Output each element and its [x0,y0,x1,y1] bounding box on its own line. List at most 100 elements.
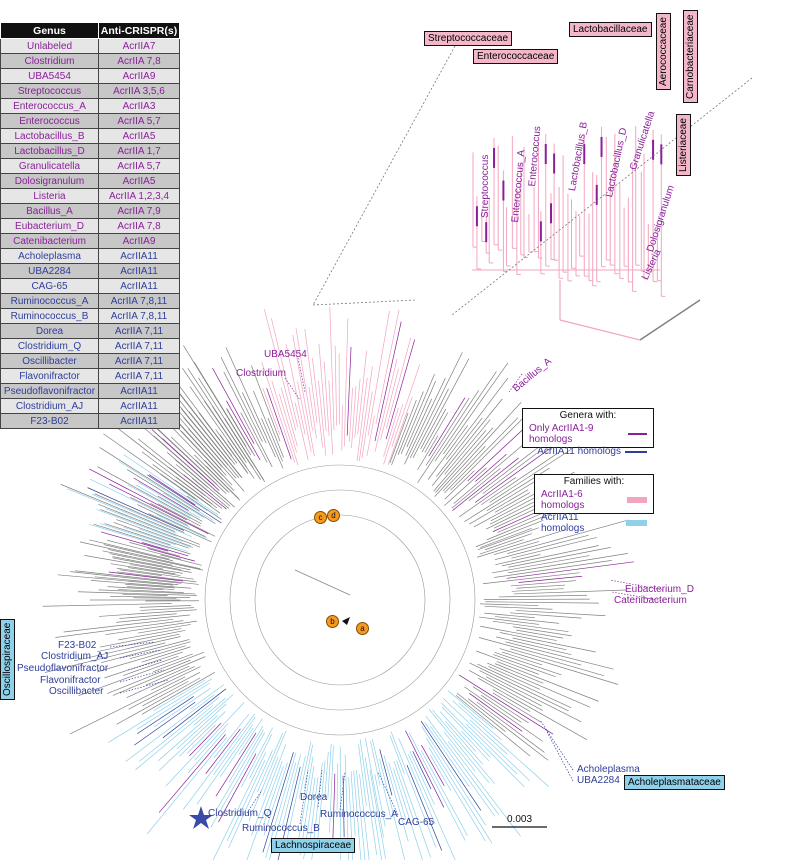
table-row: F23-B02 AcrIIA11 [0,413,180,429]
anti-crispr-cell: AcrIIA5 [98,173,180,189]
table-row: Ruminococcus_A AcrIIA 7,8,11 [0,293,180,309]
table-row: Oscillibacter AcrIIA 7,11 [0,353,180,369]
anti-crispr-header: Anti-CRISPR(s) [98,22,180,39]
genus-cell: Dorea [0,323,99,339]
anti-crispr-cell: AcrIIA11 [98,413,180,429]
anti-crispr-cell: AcrIIA9 [98,68,180,84]
label-clostridium-q: Clostridium_Q [208,808,272,819]
anti-crispr-cell: AcrIIA 7,8 [98,218,180,234]
legend-families-title: Families with: [563,476,625,487]
anti-crispr-cell: AcrIIA 5,7 [98,158,180,174]
anti-crispr-cell: AcrIIA11 [98,398,180,414]
genus-cell: CAG-65 [0,278,99,294]
table-row: Eubacterium_D AcrIIA 7,8 [0,218,180,234]
genus-cell: Pseudoflavonifractor [0,383,99,399]
anti-crispr-cell: AcrIIA 1,7 [98,143,180,159]
table-row: Listeria AcrIIA 1,2,3,4 [0,188,180,204]
genus-table: Genus Anti-CRISPR(s) Unlabeled AcrIIA7 Clo… [0,22,180,429]
table-row: Dolosigranulum AcrIIA5 [0,173,180,189]
legend-families-lightblue-label: AcrIIA11 homologs [541,512,585,534]
inset-label-streptococcus: Streptococcus [480,154,491,218]
genus-cell: Bacillus_A [0,203,99,219]
anti-crispr-cell: AcrIIA 7,11 [98,338,180,354]
label-ruminococcus-a: Ruminococcus_A [320,809,398,820]
label-clostridium: Clostridium [236,368,287,379]
table-row: Clostridium_Q AcrIIA 7,11 [0,338,180,354]
anti-crispr-cell: AcrIIA 3,5,6 [98,83,180,99]
genus-table-body: Unlabeled AcrIIA7 Clostridium AcrIIA 7,8 UBA… [0,38,180,429]
star-icon [189,806,213,829]
genus-cell: Flavonifractor [0,368,99,384]
table-row: Flavonifractor AcrIIA 7,11 [0,368,180,384]
family-streptococcaceae: Streptococcaceae [424,31,513,46]
anti-crispr-cell: AcrIIA 5,7 [98,113,180,129]
genus-cell: Granulicatella [0,158,99,174]
family-lachnospiraceae: Lachnospiraceae [271,838,356,853]
legend-purple-swatch [628,433,647,435]
node-d: d [327,509,340,522]
table-row: Streptococcus AcrIIA 3,5,6 [0,83,180,99]
family-acholeplasmataceae: Acholeplasmataceae [624,775,725,790]
table-row: Clostridium AcrIIA 7,8 [0,53,180,69]
family-carnobacteriaceae: Carnobacteriaceae [683,10,698,103]
legend-families-pink-label: AcrIIA1-6 homologs [541,489,585,511]
arrow-icon [342,617,350,625]
genus-cell: UBA5454 [0,68,99,84]
anti-crispr-cell: AcrIIA3 [98,98,180,114]
table-row: Lactobacillus_B AcrIIA5 [0,128,180,144]
legend-genera-title: Genera with: [559,410,617,421]
anti-crispr-cell: AcrIIA 7,8,11 [98,308,180,324]
table-row: UBA5454 AcrIIA9 [0,68,180,84]
genus-cell: Catenibacterium [0,233,99,249]
table-row: Pseudoflavonifractor AcrIIA11 [0,383,180,399]
label-oscillibacter: Oscillibacter [49,686,104,697]
table-row: Lactobacillus_D AcrIIA 1,7 [0,143,180,159]
genus-cell: Dolosigranulum [0,173,99,189]
legend-blue-swatch [625,450,647,453]
table-row: Dorea AcrIIA 7,11 [0,323,180,339]
label-acholeplasma: Acholeplasma [577,764,640,775]
genus-cell: F23-B02 [0,413,99,429]
genus-header: Genus [0,22,99,39]
genus-cell: Acholeplasma [0,248,99,264]
table-row: Enterococcus_A AcrIIA3 [0,98,180,114]
label-pseudoflavonifractor: Pseudoflavonifractor [17,663,109,674]
family-oscillospiraceae: Oscillospiraceae [0,618,15,700]
genus-cell: Ruminococcus_A [0,293,99,309]
label-ruminococcus-b: Ruminococcus_B [242,823,320,834]
table-row: Unlabeled AcrIIA7 [0,38,180,54]
legend-genera: Genera with: Only AcrIIA1-9 homologs Acr… [522,408,654,457]
legend-pink-swatch [626,497,647,503]
anti-crispr-cell: AcrIIA11 [98,383,180,399]
anti-crispr-cell: AcrIIA9 [98,233,180,249]
node-c: c [314,511,327,524]
family-enterococcaceae: Enterococcaceae [473,49,559,64]
genus-cell: Lactobacillus_D [0,143,99,159]
table-row: Clostridium_AJ AcrIIA11 [0,398,180,414]
genus-cell: Enterococcus_A [0,98,99,114]
label-cag-65: CAG-65 [398,817,435,828]
table-row: Catenibacterium AcrIIA9 [0,233,180,249]
anti-crispr-cell: AcrIIA5 [98,128,180,144]
label-uba2284: UBA2284 [577,775,620,786]
anti-crispr-cell: AcrIIA11 [98,263,180,279]
genus-cell: Eubacterium_D [0,218,99,234]
legend-families: Families with: AcrIIA1-6 homologs AcrIIA… [534,474,654,534]
scale-bar-label: 0.003 [507,814,533,825]
genus-cell: Listeria [0,188,99,204]
genus-cell: UBA2284 [0,263,99,279]
family-aerococcaceae: Aerococcaceae [656,13,671,90]
label-dorea: Dorea [300,792,328,803]
anti-crispr-cell: AcrIIA 7,11 [98,323,180,339]
family-listeriaceae: Listeriaceae [676,114,691,176]
anti-crispr-cell: AcrIIA 1,2,3,4 [98,188,180,204]
genus-cell: Streptococcus [0,83,99,99]
anti-crispr-cell: AcrIIA 7,11 [98,353,180,369]
table-row: Bacillus_A AcrIIA 7,9 [0,203,180,219]
genus-cell: Clostridium_Q [0,338,99,354]
anti-crispr-cell: AcrIIA7 [98,38,180,54]
label-uba5454: UBA5454 [264,349,307,360]
label-flavonifractor: Flavonifractor [40,675,101,686]
table-row: Acholeplasma AcrIIA11 [0,248,180,264]
anti-crispr-cell: AcrIIA 7,9 [98,203,180,219]
